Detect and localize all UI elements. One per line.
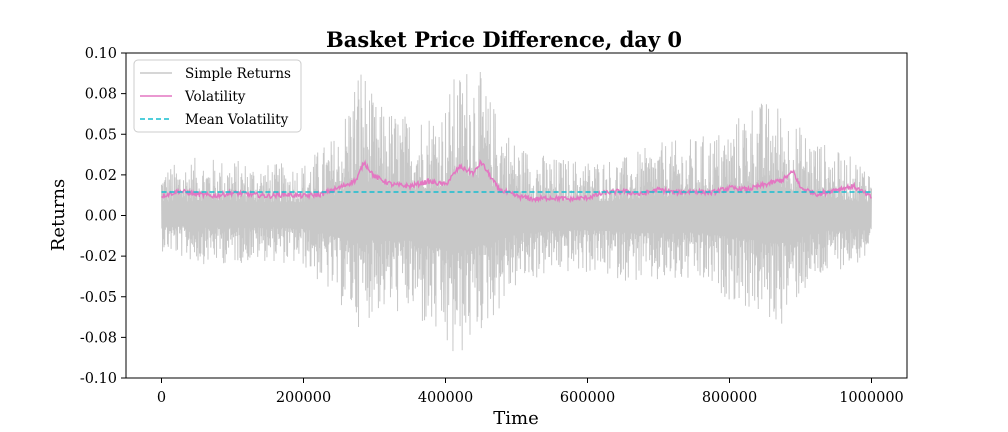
y-tick-label: -0.02 xyxy=(80,249,117,265)
x-tick-label: 1000000 xyxy=(839,390,904,406)
x-tick-label: 400000 xyxy=(418,390,473,406)
volatility-series xyxy=(161,158,872,204)
y-tick-label: -0.08 xyxy=(80,330,117,346)
y-axis-label: Returns xyxy=(48,179,69,251)
x-tick-label: 600000 xyxy=(560,390,615,406)
x-tick-label: 200000 xyxy=(276,390,331,406)
y-tick-label: 0.00 xyxy=(85,209,117,225)
plot-area xyxy=(161,71,872,352)
chart-title: Basket Price Difference, day 0 xyxy=(326,27,682,52)
x-axis-ticks: 0 200000 400000 600000 800000 1000000 xyxy=(157,378,904,406)
y-tick-label: 0.02 xyxy=(85,168,117,184)
legend-box xyxy=(133,59,302,133)
x-axis-label: Time xyxy=(493,408,538,429)
y-tick-label: 0.05 xyxy=(85,127,117,143)
legend-label-mean-volatility: Mean Volatility xyxy=(185,112,289,128)
x-tick-label: 800000 xyxy=(702,390,757,406)
y-tick-label: -0.10 xyxy=(80,371,117,387)
legend: Simple Returns Volatility Mean Volatilit… xyxy=(133,59,302,133)
y-tick-label: 0.10 xyxy=(85,46,117,62)
y-tick-label: -0.05 xyxy=(80,290,117,306)
y-axis-ticks: 0.10 0.08 0.05 0.02 0.00 -0.02 -0.05 -0.08 -0.10 xyxy=(80,46,126,387)
x-tick-label: 0 xyxy=(157,390,166,406)
legend-label-simple-returns: Simple Returns xyxy=(185,66,291,82)
volatility-line xyxy=(161,158,872,204)
y-tick-label: 0.08 xyxy=(85,87,117,103)
simple-returns-series xyxy=(161,71,872,352)
simple-returns-line xyxy=(161,71,872,352)
legend-label-volatility: Volatility xyxy=(184,89,246,105)
